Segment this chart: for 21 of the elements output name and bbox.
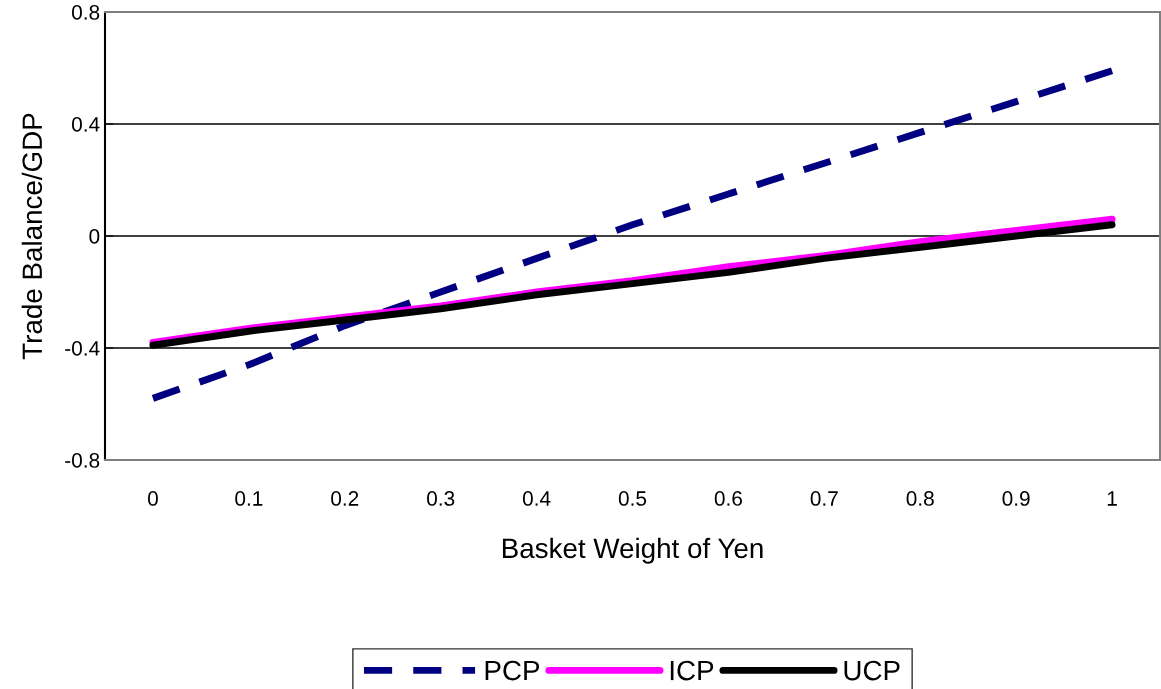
x-tick-label: 0 [147, 491, 158, 506]
x-tick-label: 0.4 [522, 491, 551, 506]
x-tick-label: 0.7 [810, 491, 838, 506]
y-tick-label: -0.8 [65, 453, 100, 468]
x-tick-label: 0.8 [906, 491, 934, 506]
y-tick-label: -0.4 [65, 341, 100, 356]
legend-label: PCP [485, 660, 540, 681]
y-tick-label: 0.8 [71, 5, 100, 20]
legend-label: ICP [670, 660, 714, 681]
x-tick-label: 0.2 [331, 491, 359, 506]
x-tick-label: 0.6 [714, 491, 742, 506]
legend-label: UCP [844, 660, 900, 681]
y-tick-label: 0.4 [71, 117, 100, 132]
x-tick-label: 1 [1107, 491, 1117, 506]
x-tick-label: 0.5 [618, 491, 647, 506]
x-axis-title: Basket Weight of Yen [502, 537, 763, 564]
y-tick-label: 0 [89, 229, 100, 244]
x-tick-label: 0.1 [235, 491, 263, 506]
x-tick-label: 0.9 [1002, 491, 1030, 506]
x-tick-label: 0.3 [427, 491, 455, 506]
y-axis-title: Trade Balance/GDP [21, 113, 43, 360]
